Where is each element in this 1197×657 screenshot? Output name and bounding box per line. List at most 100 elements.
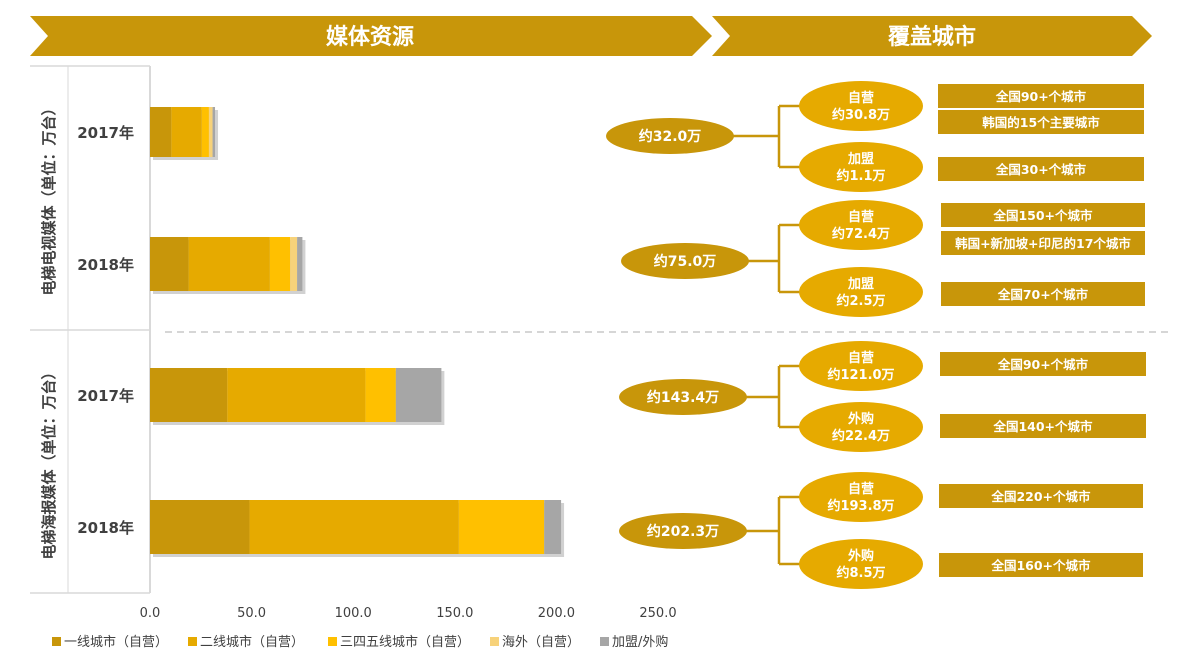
header-banner-left (30, 16, 712, 56)
bar-segment (249, 500, 459, 554)
city-box-label: 全国70+个城市 (997, 287, 1089, 302)
legend-label: 海外（自营） (502, 635, 580, 650)
category-label: 2017年 (77, 387, 134, 405)
bar-segment (395, 368, 442, 422)
city-box (941, 203, 1145, 227)
branch-node (799, 472, 923, 522)
group-label-poster: 电梯海报媒体（单位：万台） (40, 364, 58, 559)
category-label: 2018年 (77, 519, 134, 537)
tree-connector (732, 104, 800, 169)
city-box-label: 全国220+个城市 (990, 489, 1091, 504)
total-node-label: 约75.0万 (654, 253, 717, 270)
branch-node-value: 约121.0万 (827, 367, 894, 383)
bar-segment (458, 500, 545, 554)
city-box-label: 全国90+个城市 (995, 89, 1087, 104)
city-box-label: 全国90+个城市 (997, 357, 1089, 372)
city-box (939, 553, 1143, 577)
branch-node-type: 自营 (848, 481, 874, 497)
city-box-label: 全国140+个城市 (992, 419, 1093, 434)
legend-swatch (188, 637, 197, 646)
legend: 一线城市（自营） 二线城市（自营） 三四五线城市（自营） 海外（自营） 加盟/外购 (52, 634, 668, 650)
city-box (939, 484, 1143, 508)
total-node-label: 约143.4万 (647, 389, 719, 406)
bar-segment (212, 107, 216, 157)
city-box (940, 352, 1146, 376)
category-label: 2017年 (77, 124, 134, 142)
legend-label: 加盟/外购 (612, 634, 668, 650)
bar-segment (150, 368, 228, 422)
branch-node (799, 200, 923, 250)
bar-segment (290, 237, 298, 291)
header-right-title: 覆盖城市 (887, 24, 976, 50)
tree-connector (747, 223, 800, 294)
x-tick-label: 0.0 (140, 606, 161, 621)
city-box-label: 全国150+个城市 (992, 208, 1093, 223)
branch-node-type: 外购 (847, 411, 874, 427)
x-tick-label: 250.0 (639, 606, 676, 621)
branch-node-value: 约193.8万 (827, 498, 894, 514)
city-box-label: 全国160+个城市 (990, 558, 1091, 573)
bar-area: 2017年 2018年 2017年 2018年 (77, 107, 565, 557)
branch-node-value: 约22.4万 (832, 428, 890, 444)
city-box (941, 231, 1145, 255)
bar-segment (150, 107, 172, 157)
legend-swatch (52, 637, 61, 646)
coverage-tree: 约32.0万自营约30.8万全国90+个城市韩国的15个主要城市加盟约1.1万全… (606, 81, 1146, 589)
branch-node-value: 约2.5万 (836, 293, 885, 309)
bar-segment (171, 107, 202, 157)
branch-node-type: 自营 (848, 350, 874, 366)
city-box (938, 84, 1144, 108)
branch-node-value: 约30.8万 (832, 107, 890, 123)
city-box (940, 414, 1146, 438)
legend-swatch (328, 637, 337, 646)
city-box (938, 157, 1144, 181)
bar-segment (150, 237, 189, 291)
city-box (941, 282, 1145, 306)
branch-node-type: 加盟 (847, 276, 874, 292)
category-label: 2018年 (77, 256, 134, 274)
tree-connector (745, 495, 800, 566)
branch-node (799, 539, 923, 589)
header-banner-right (712, 16, 1152, 56)
total-node (621, 243, 749, 279)
branch-node-value: 约72.4万 (832, 226, 890, 242)
bar-segment (188, 237, 270, 291)
branch-node (799, 267, 923, 317)
branch-node-type: 自营 (848, 209, 874, 225)
branch-node (799, 142, 923, 192)
x-tick-label: 150.0 (436, 606, 473, 621)
bar-segment (150, 500, 250, 554)
city-box-label: 韩国+新加坡+印尼的17个城市 (955, 236, 1131, 251)
tree-connector (745, 364, 800, 429)
branch-node-value: 约1.1万 (836, 168, 885, 184)
bar-segment (201, 107, 209, 157)
city-box (938, 110, 1144, 134)
total-node (619, 513, 747, 549)
total-node (619, 379, 747, 415)
bar-segment (227, 368, 366, 422)
total-node-label: 约32.0万 (639, 128, 702, 145)
legend-label: 一线城市（自营） (64, 634, 168, 650)
branch-node (799, 341, 923, 391)
x-tick-label: 100.0 (335, 606, 372, 621)
branch-node-type: 外购 (847, 548, 874, 564)
legend-swatch (600, 637, 609, 646)
total-node-label: 约202.3万 (647, 523, 719, 540)
legend-label: 二线城市（自营） (200, 634, 304, 650)
bar-segment (365, 368, 396, 422)
legend-label: 三四五线城市（自营） (340, 634, 470, 650)
group-label-tv: 电梯电视媒体（单位：万台） (40, 100, 58, 295)
bar-segment (269, 237, 291, 291)
branch-node-value: 约8.5万 (836, 565, 885, 581)
header-left-title: 媒体资源 (326, 24, 414, 50)
branch-node (799, 402, 923, 452)
bar-segment (208, 107, 213, 157)
branch-node-type: 自营 (848, 90, 874, 106)
bar-segment (297, 237, 303, 291)
city-box-label: 全国30+个城市 (995, 162, 1087, 177)
x-tick-label: 200.0 (538, 606, 575, 621)
legend-swatch (490, 637, 499, 646)
city-box-label: 韩国的15个主要城市 (982, 115, 1100, 130)
x-axis-ticks: 0.0 50.0 100.0 150.0 200.0 250.0 (140, 606, 677, 621)
